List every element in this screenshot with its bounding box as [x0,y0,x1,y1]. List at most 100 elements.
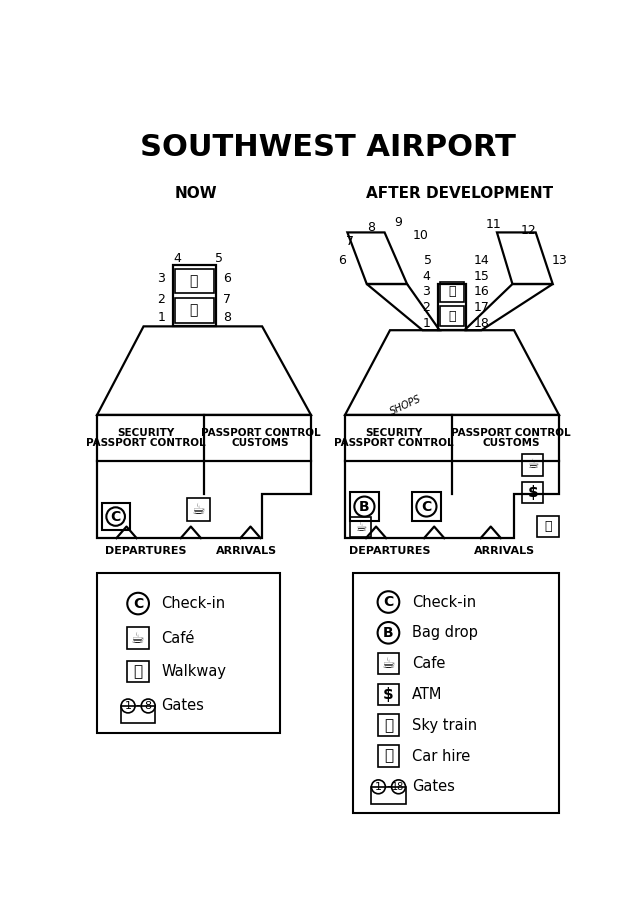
Text: C: C [111,509,121,523]
Text: 3: 3 [157,272,165,285]
Text: -: - [386,780,390,794]
Bar [378,684,399,705]
Text: 2: 2 [157,293,165,306]
Text: 🏃: 🏃 [189,303,198,318]
Text: Car hire: Car hire [412,749,470,763]
Text: PASSPORT CONTROL: PASSPORT CONTROL [201,427,321,438]
Text: Walkway: Walkway [161,664,227,678]
Text: 1: 1 [125,701,132,711]
Text: PASSPORT CONTROL: PASSPORT CONTROL [334,438,454,449]
Bar [371,786,406,804]
Text: B: B [359,499,370,513]
Text: Check-in: Check-in [412,594,476,609]
Bar [349,492,379,521]
Text: 17: 17 [474,302,490,315]
Text: NOW: NOW [175,186,218,201]
Text: 7: 7 [346,235,353,248]
Text: 🚗: 🚗 [545,520,552,533]
Text: 9: 9 [394,216,402,229]
Text: 5: 5 [216,252,223,265]
Text: ARRIVALS: ARRIVALS [216,546,277,557]
Text: CUSTOMS: CUSTOMS [232,438,289,449]
Text: C: C [421,499,431,513]
Bar [353,573,559,813]
Text: 1: 1 [157,311,165,324]
Text: 13: 13 [551,255,567,268]
Bar [378,653,399,675]
Text: ARRIVALS: ARRIVALS [474,546,535,557]
Bar [522,454,543,475]
Text: Gates: Gates [412,779,454,795]
Text: 4: 4 [422,270,430,282]
Text: 14: 14 [474,255,490,268]
Text: 6: 6 [338,255,346,268]
Text: Sky train: Sky train [412,718,477,733]
Bar [173,265,216,327]
Text: 8: 8 [223,311,232,324]
Text: Check-in: Check-in [161,596,225,611]
Text: 18: 18 [474,317,490,330]
Bar [97,573,280,733]
Text: 16: 16 [474,285,490,298]
Text: ☕: ☕ [527,459,538,472]
Text: 8: 8 [145,701,152,711]
Bar [440,282,465,302]
Text: SECURITY: SECURITY [365,427,422,438]
Bar [378,714,399,736]
Text: C: C [383,595,394,609]
Text: CUSTOMS: CUSTOMS [482,438,540,449]
Bar [412,492,441,521]
Text: 🚗: 🚗 [384,749,393,763]
Text: SOUTHWEST AIRPORT: SOUTHWEST AIRPORT [140,133,516,162]
Text: Cafe: Cafe [412,656,445,671]
Text: 6: 6 [223,272,231,285]
Text: 🏃: 🏃 [189,274,198,288]
Text: 11: 11 [485,218,501,232]
Text: C: C [133,596,143,610]
Text: 4: 4 [173,252,181,265]
Text: PASSPORT CONTROL: PASSPORT CONTROL [86,438,205,449]
Bar [175,298,214,322]
Text: SECURITY: SECURITY [117,427,175,438]
Text: 🚈: 🚈 [384,718,393,733]
Bar [349,517,371,537]
Text: 12: 12 [520,223,536,236]
Text: PASSPORT CONTROL: PASSPORT CONTROL [451,427,571,438]
Bar [378,745,399,767]
Text: ☕: ☕ [192,502,205,517]
Bar [121,706,155,723]
Text: DEPARTURES: DEPARTURES [105,546,187,557]
Text: 7: 7 [223,293,232,306]
Text: 2: 2 [422,302,430,315]
Bar [438,284,466,330]
Text: Gates: Gates [161,699,204,713]
Text: -: - [136,700,140,713]
Text: 8: 8 [367,221,374,234]
Bar [127,661,149,682]
Text: 5: 5 [424,255,432,268]
Bar [522,482,543,503]
Bar [102,503,129,531]
Text: 3: 3 [422,285,430,298]
Text: ☕: ☕ [355,521,366,533]
Text: AFTER DEVELOPMENT: AFTER DEVELOPMENT [366,186,554,201]
Text: $: $ [383,687,394,701]
Text: 15: 15 [474,270,490,282]
Text: DEPARTURES: DEPARTURES [349,546,431,557]
Text: 1: 1 [422,317,430,330]
Text: Bag drop: Bag drop [412,625,477,641]
Text: 🚈: 🚈 [448,310,456,323]
Bar [127,628,149,649]
Bar [175,269,214,294]
Text: ATM: ATM [412,687,442,701]
Text: SHOPS: SHOPS [388,393,423,416]
Text: 1: 1 [375,782,382,792]
Text: ☕: ☕ [381,656,396,671]
Text: 10: 10 [413,229,429,242]
Bar [187,498,210,521]
Text: $: $ [527,485,538,500]
Bar [537,516,559,537]
Text: 🚈: 🚈 [448,285,456,298]
Text: 🏃: 🏃 [134,664,143,678]
Text: Café: Café [161,630,195,646]
